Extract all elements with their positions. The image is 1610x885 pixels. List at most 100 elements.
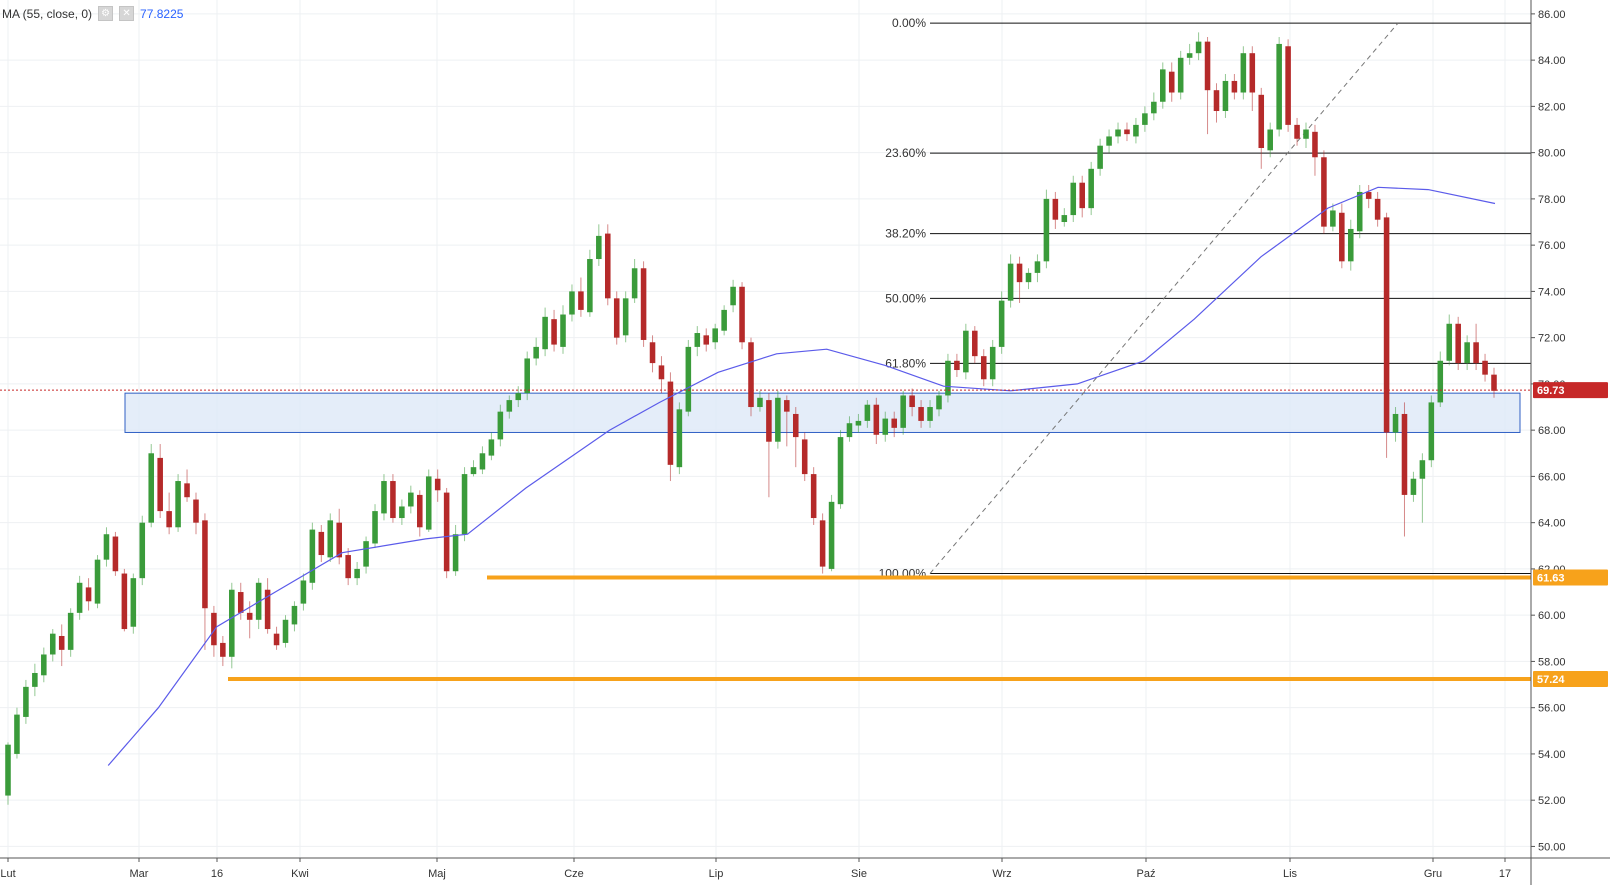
y-tick-label: 84.00 [1538, 55, 1566, 67]
candle-body [1124, 129, 1130, 135]
support-price-badge-bg [1533, 569, 1608, 586]
candle-body [596, 235, 602, 260]
candle-body [873, 404, 880, 435]
candle-body [1034, 261, 1041, 273]
candle-body [14, 714, 20, 754]
candle-body [685, 346, 692, 412]
candle-body [1401, 413, 1408, 495]
candle-body [1088, 168, 1094, 209]
x-tick-label: Lut [0, 868, 15, 880]
candle-body [936, 395, 942, 410]
current-price-badge: 69.73 [1537, 385, 1565, 397]
candle-body [864, 404, 871, 421]
candle-body [1231, 80, 1238, 93]
candle-body [318, 531, 325, 556]
candle-body [846, 423, 853, 438]
candle-body [560, 314, 566, 347]
ma55-line [107, 186, 1496, 766]
candle-body [828, 501, 835, 569]
candle-body [927, 407, 933, 421]
current-price-badge-bg [1533, 382, 1608, 399]
candle-body [399, 506, 405, 519]
candle-body [300, 580, 307, 604]
y-tick-label: 52.00 [1538, 795, 1566, 807]
candle-body [417, 494, 423, 528]
candle-body [989, 346, 996, 380]
candle-body [175, 481, 181, 528]
candle-body [1347, 228, 1354, 262]
x-tick-label: Lip [709, 868, 724, 880]
candle-body [1133, 124, 1139, 137]
candle-body [452, 534, 459, 572]
candle-body [1151, 101, 1157, 114]
support-price-badge: 61.63 [1537, 572, 1565, 584]
candle-body [882, 418, 889, 435]
candle-body [533, 346, 539, 359]
x-tick-label: Wrz [992, 868, 1011, 880]
x-tick-label: Sie [851, 868, 867, 880]
candle-body [909, 395, 915, 408]
candle-body [139, 522, 146, 579]
candle-body [998, 300, 1005, 347]
candle-body [1491, 374, 1497, 391]
candle-body [237, 592, 244, 613]
candle-body [1025, 272, 1032, 283]
candle-body [497, 411, 504, 440]
candle-body [1052, 198, 1059, 220]
candle-body [649, 342, 656, 364]
candle-body [980, 356, 987, 380]
x-tick-label: Gru [1424, 868, 1442, 880]
fib-level-label: 0.00% [892, 16, 926, 30]
candle-body [658, 365, 665, 380]
candle-body [1294, 124, 1300, 139]
gear-icon[interactable]: ⚙ [98, 6, 114, 21]
candle-body [461, 474, 468, 535]
candle-body [1177, 57, 1184, 93]
support-zone [124, 392, 1521, 433]
candle-body [67, 612, 74, 650]
candle-body [963, 330, 969, 373]
y-tick-label: 58.00 [1538, 656, 1566, 668]
candle-body [1365, 191, 1372, 199]
candle-body [900, 395, 906, 428]
candle-body [112, 536, 119, 572]
candle-body [1061, 215, 1068, 223]
x-tick-label: Cze [564, 868, 584, 880]
y-tick-label: 50.00 [1538, 841, 1566, 853]
candle-body [434, 478, 441, 491]
candle-body [918, 407, 924, 421]
candle-body [622, 298, 629, 336]
candle-body [1016, 263, 1023, 283]
candle-body [1043, 198, 1050, 262]
y-tick-label: 72.00 [1538, 333, 1566, 345]
fib-level-label: 61.80% [885, 356, 926, 370]
fib-trend-line [929, 22, 1399, 574]
candle-body [85, 587, 92, 602]
y-tick-label: 74.00 [1538, 286, 1566, 298]
close-icon[interactable]: ✕ [119, 6, 135, 21]
candle-body [246, 612, 253, 620]
candle-body [327, 520, 334, 558]
x-tick-label: Paź [1137, 868, 1156, 880]
y-tick-label: 56.00 [1538, 703, 1566, 715]
candle-body [148, 453, 155, 523]
candle-body [425, 476, 432, 530]
support-price-badge: 57.24 [1537, 674, 1565, 686]
candle-body [613, 298, 620, 338]
candle-body [1482, 360, 1488, 375]
candle-body [488, 439, 495, 456]
candle-body [1419, 460, 1426, 479]
x-tick-label: Lis [1283, 868, 1298, 880]
y-tick-label: 78.00 [1538, 194, 1566, 206]
candle-body [23, 686, 29, 717]
candle-body [130, 578, 137, 627]
candle-body [1303, 129, 1309, 139]
candle-body [604, 233, 611, 299]
y-tick-label: 64.00 [1538, 518, 1566, 530]
candle-body [972, 330, 978, 357]
candle-body [157, 457, 163, 512]
candle-body [390, 481, 396, 519]
candle-body [1204, 41, 1211, 91]
candle-body [515, 393, 522, 401]
